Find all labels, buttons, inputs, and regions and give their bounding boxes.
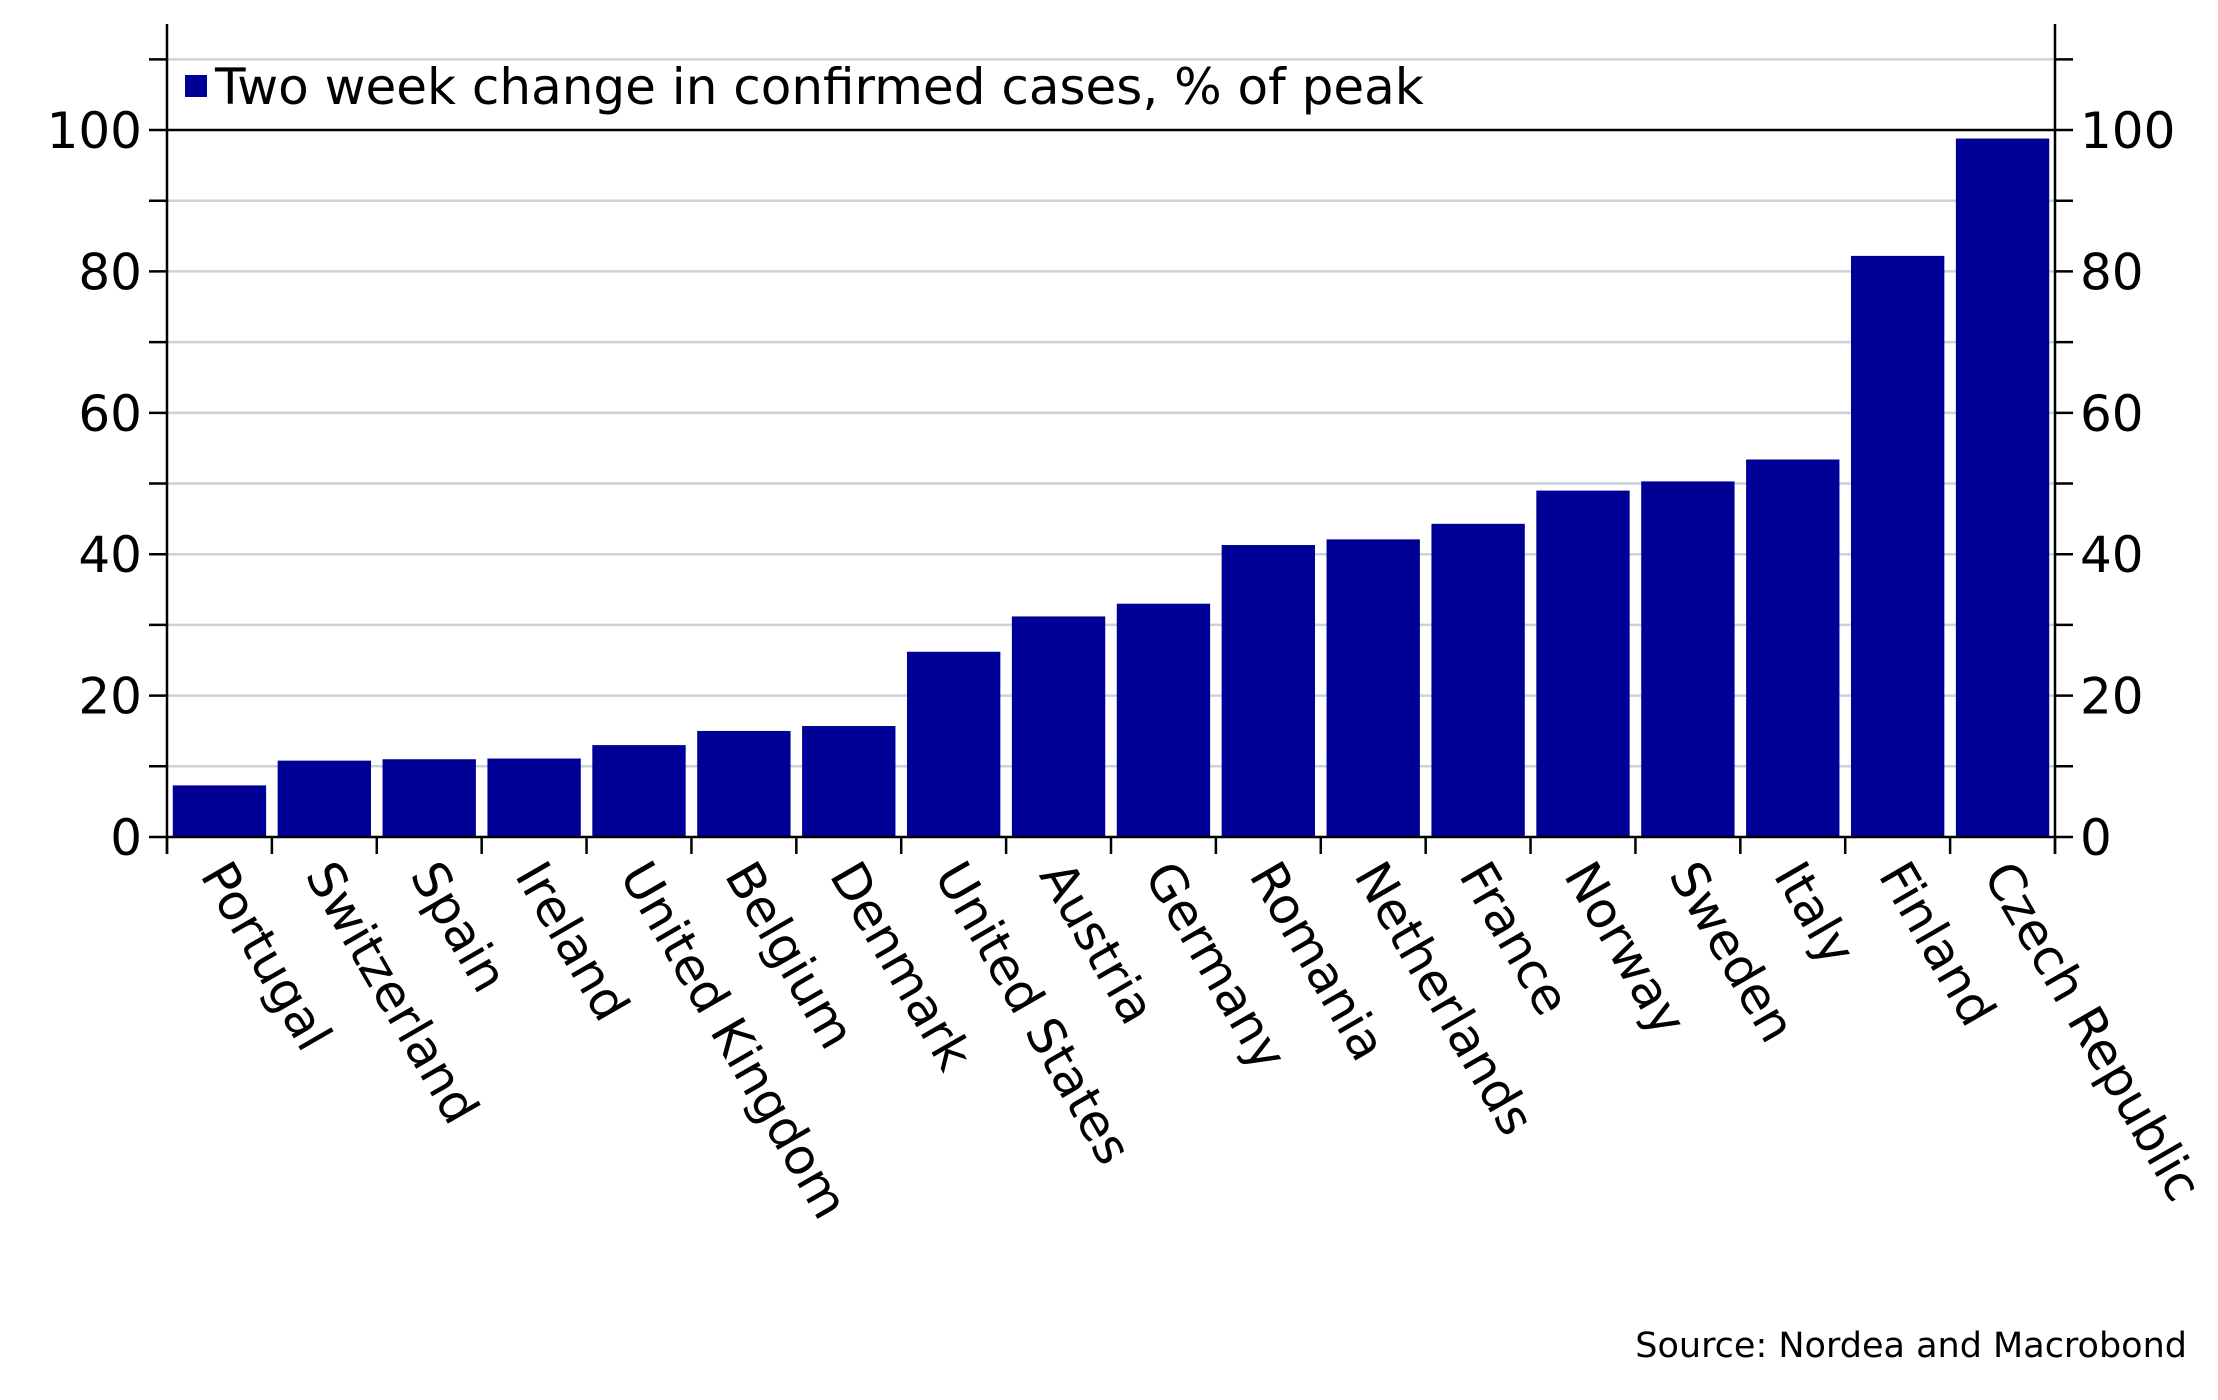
- bar: [1955, 138, 2050, 837]
- bar: [1011, 616, 1106, 837]
- y-tick-label-right: 20: [2080, 668, 2144, 726]
- y-tick-label-left: 100: [47, 102, 142, 160]
- bar: [382, 759, 476, 837]
- bar: [802, 726, 896, 837]
- bar: [487, 758, 581, 837]
- legend-label: Two week change in confirmed cases, % of…: [214, 58, 1424, 116]
- bar: [1536, 490, 1630, 837]
- bar: [592, 745, 686, 837]
- bars: [172, 138, 2050, 838]
- bar: [1326, 539, 1420, 837]
- axes: [149, 24, 2073, 854]
- legend-swatch: [185, 75, 207, 97]
- y-tick-label-left: 0: [110, 809, 142, 867]
- y-tick-label-left: 40: [78, 526, 142, 584]
- gridlines: [167, 58, 2055, 768]
- x-tick-label: Italy: [1762, 852, 1866, 975]
- x-tick-label: Czech Republic: [1972, 852, 2213, 1211]
- bar: [1431, 523, 1525, 837]
- bar: [1850, 255, 1945, 838]
- y-tick-labels: 0 20 40 60 80 100 0 20 40 60 80 100: [47, 102, 2176, 867]
- y-tick-label-right: 100: [2080, 102, 2175, 160]
- y-tick-label-right: 60: [2080, 385, 2144, 443]
- legend: Two week change in confirmed cases, % of…: [185, 58, 1424, 116]
- source-note: Source: Nordea and Macrobond: [1635, 1326, 2187, 1366]
- y-tick-label-left: 80: [78, 243, 142, 301]
- bar: [172, 785, 267, 837]
- bar: [277, 760, 372, 837]
- y-tick-label-right: 40: [2080, 526, 2144, 584]
- bar: [1221, 545, 1316, 837]
- bar: [697, 730, 791, 837]
- bar: [906, 651, 1001, 837]
- y-tick-label-right: 0: [2080, 809, 2112, 867]
- y-tick-label-left: 20: [78, 668, 142, 726]
- bar: [1746, 459, 1840, 837]
- y-tick-label-right: 80: [2080, 243, 2144, 301]
- bar: [1641, 481, 1735, 837]
- y-tick-label-left: 60: [78, 385, 142, 443]
- bar: [1116, 603, 1211, 837]
